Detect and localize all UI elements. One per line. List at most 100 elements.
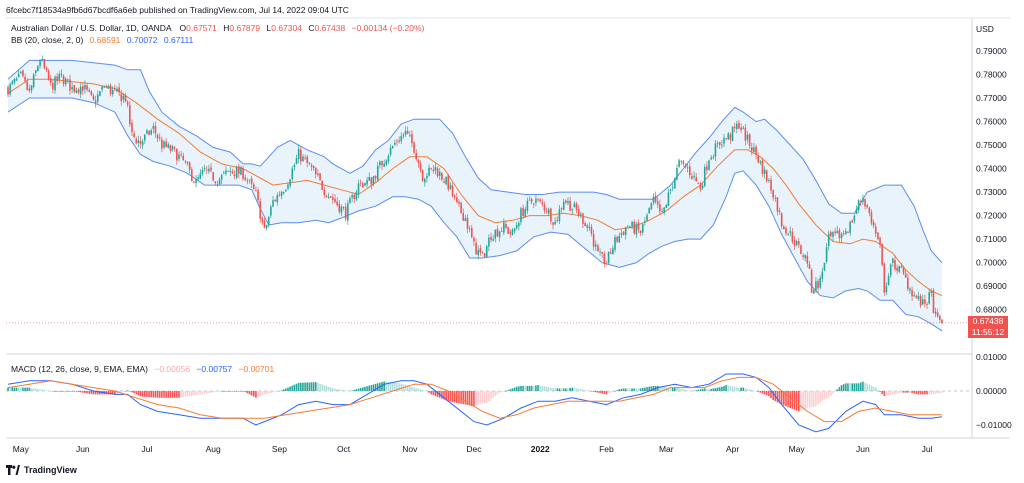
macd-legend[interactable]: MACD (12, 26, close, 9, EMA, EMA) −0.000… bbox=[11, 364, 274, 374]
candle-body bbox=[607, 251, 610, 264]
macd-hist-bar bbox=[199, 391, 202, 395]
candle bbox=[366, 176, 368, 188]
candle-body bbox=[423, 178, 426, 183]
candle-body bbox=[733, 126, 736, 129]
candle-body bbox=[554, 221, 556, 225]
macd-hist-bar bbox=[259, 391, 262, 397]
candle-body bbox=[913, 295, 916, 297]
candle-body bbox=[479, 248, 482, 253]
macd-hist-bar bbox=[58, 391, 61, 392]
candle bbox=[785, 225, 787, 236]
candle-body bbox=[79, 86, 82, 95]
candle-body bbox=[323, 189, 326, 196]
candle-body bbox=[94, 100, 97, 103]
candle bbox=[547, 207, 550, 217]
macd-hist-bar bbox=[896, 391, 898, 394]
candle bbox=[391, 145, 394, 149]
macd-tick-label: −0.01000 bbox=[976, 420, 1012, 430]
candle-body bbox=[370, 177, 373, 185]
candle-body bbox=[552, 222, 554, 225]
macd-hist-bar bbox=[731, 386, 734, 391]
candle bbox=[171, 144, 174, 152]
candle bbox=[255, 186, 257, 192]
candle bbox=[32, 73, 35, 89]
macd-hist-bar bbox=[823, 391, 826, 399]
candle-body bbox=[815, 281, 817, 291]
candle-body bbox=[750, 147, 753, 151]
candle bbox=[124, 92, 127, 102]
candle bbox=[329, 196, 332, 199]
candle-body bbox=[244, 177, 247, 180]
macd-hist-bar bbox=[738, 387, 740, 391]
candle bbox=[349, 196, 351, 204]
candle bbox=[116, 86, 118, 93]
candle bbox=[11, 79, 14, 86]
candle-body bbox=[637, 222, 640, 230]
candle-body bbox=[188, 162, 191, 170]
candle bbox=[661, 208, 663, 213]
candle-body bbox=[483, 253, 486, 258]
macd-hist-bar bbox=[889, 391, 892, 395]
candle-body bbox=[402, 135, 405, 137]
candle-body bbox=[522, 207, 524, 216]
macd-hist-bar bbox=[652, 385, 655, 391]
candle-body bbox=[855, 209, 858, 215]
candle-body bbox=[590, 227, 593, 234]
macd-hist-bar bbox=[246, 391, 249, 394]
macd-hist-bar bbox=[900, 391, 903, 393]
candle-body bbox=[917, 296, 920, 299]
candle bbox=[877, 232, 879, 241]
candle-body bbox=[791, 231, 794, 242]
macd-hist-bar bbox=[812, 391, 815, 407]
candle-body bbox=[441, 173, 443, 180]
candle bbox=[507, 226, 509, 234]
macd-hist-bar bbox=[573, 388, 576, 391]
macd-hist-bar bbox=[32, 388, 35, 391]
candle bbox=[344, 202, 347, 222]
candle bbox=[665, 204, 668, 209]
candle-body bbox=[347, 203, 349, 221]
candle-body bbox=[470, 228, 473, 238]
candle-body bbox=[327, 196, 330, 198]
candle bbox=[227, 170, 229, 172]
macd-hist-bar bbox=[272, 391, 274, 393]
macd-hist-bar bbox=[396, 383, 398, 391]
macd-hist-bar bbox=[212, 391, 214, 393]
price-tick-label: 0.79000 bbox=[976, 46, 1007, 56]
candle bbox=[907, 273, 909, 292]
candle-body bbox=[304, 157, 306, 159]
macd-hist-bar bbox=[567, 388, 569, 391]
macd-hist-bar bbox=[443, 391, 445, 400]
candle bbox=[285, 188, 287, 192]
macd-hist-bar bbox=[387, 381, 390, 391]
candle-body bbox=[47, 70, 50, 80]
candle-body bbox=[349, 198, 351, 204]
tradingview-logo-icon bbox=[6, 465, 20, 475]
candle bbox=[921, 294, 924, 306]
macd-hist-bar bbox=[96, 391, 99, 395]
macd-line-value: −0.00757 bbox=[196, 364, 233, 374]
bb-basis-value: 0.68591 bbox=[89, 35, 121, 45]
macd-hist-bar bbox=[661, 386, 663, 391]
time-tick-label: Feb bbox=[599, 444, 614, 454]
candle-body bbox=[721, 144, 723, 146]
macd-hist-bar bbox=[47, 390, 50, 392]
macd-hist-bar bbox=[759, 391, 762, 393]
candle-body bbox=[314, 167, 317, 175]
candle-body bbox=[287, 184, 289, 189]
candle-body bbox=[836, 230, 839, 234]
macd-hist-bar bbox=[15, 387, 18, 391]
macd-hist-bar bbox=[220, 391, 223, 392]
bb-legend[interactable]: BB (20, close, 2, 0) 0.68591 0.70072 0.6… bbox=[11, 35, 193, 45]
price-tick-label: 0.73000 bbox=[976, 187, 1007, 197]
candle bbox=[199, 169, 202, 179]
tradingview-branding[interactable]: TradingView bbox=[6, 465, 77, 475]
macd-hist-bar bbox=[99, 391, 101, 395]
candle-body bbox=[787, 233, 789, 235]
candle bbox=[105, 84, 108, 89]
macd-hist-bar bbox=[742, 387, 745, 391]
macd-hist-bar bbox=[552, 388, 554, 391]
candle bbox=[216, 180, 219, 187]
candle bbox=[327, 192, 330, 199]
